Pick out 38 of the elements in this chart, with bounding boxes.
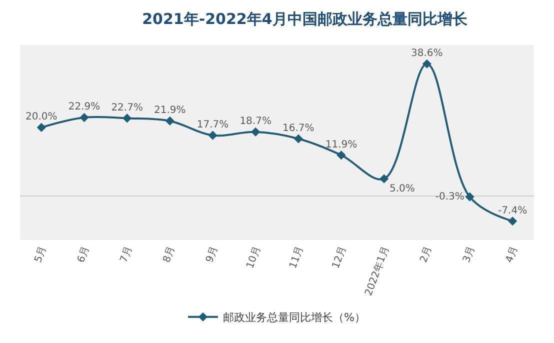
point [336, 150, 346, 160]
data-label: 16.7% [282, 122, 314, 134]
x-tick-label: 3月 [461, 244, 478, 264]
x-tick-label: 9月 [204, 244, 220, 264]
point [294, 134, 303, 144]
x-tick-label: 8月 [162, 244, 178, 264]
point [122, 114, 132, 123]
x-tick-label: 5月 [33, 244, 49, 264]
x-tick-label: 2月 [418, 244, 434, 264]
point [251, 127, 260, 136]
data-label: 11.9% [325, 139, 358, 150]
point [380, 174, 389, 184]
point [208, 130, 218, 140]
data-label: -7.4% [498, 205, 528, 216]
x-tick-label: 6月 [76, 244, 92, 264]
point [508, 216, 518, 226]
legend-label: 邮政业务总量同比增长（%） [223, 311, 366, 324]
data-label: 22.7% [111, 102, 143, 114]
data-label: 20.0% [26, 112, 58, 123]
chart-title: 2021年-2022年4月中国邮政业务总量同比增长 [142, 10, 468, 28]
x-tick-label: 4月 [504, 244, 520, 264]
x-tick-label: 2022年1月 [362, 244, 392, 298]
data-label: 5.0% [389, 184, 415, 195]
point [80, 112, 89, 122]
point [165, 116, 174, 126]
x-tick-label: 10月 [244, 244, 264, 270]
point [465, 192, 474, 202]
point [36, 122, 46, 132]
data-label: 21.9% [154, 105, 186, 116]
x-tick-label: 12月 [330, 244, 349, 270]
point [422, 59, 432, 68]
x-tick-label: 7月 [118, 244, 135, 264]
data-label: 17.7% [196, 119, 229, 130]
data-label: 22.9% [68, 102, 100, 113]
data-label: -0.3% [435, 191, 464, 202]
x-tick-label: 11月 [288, 244, 306, 270]
data-label: 38.6% [411, 48, 443, 59]
data-label: 18.7% [240, 116, 272, 128]
